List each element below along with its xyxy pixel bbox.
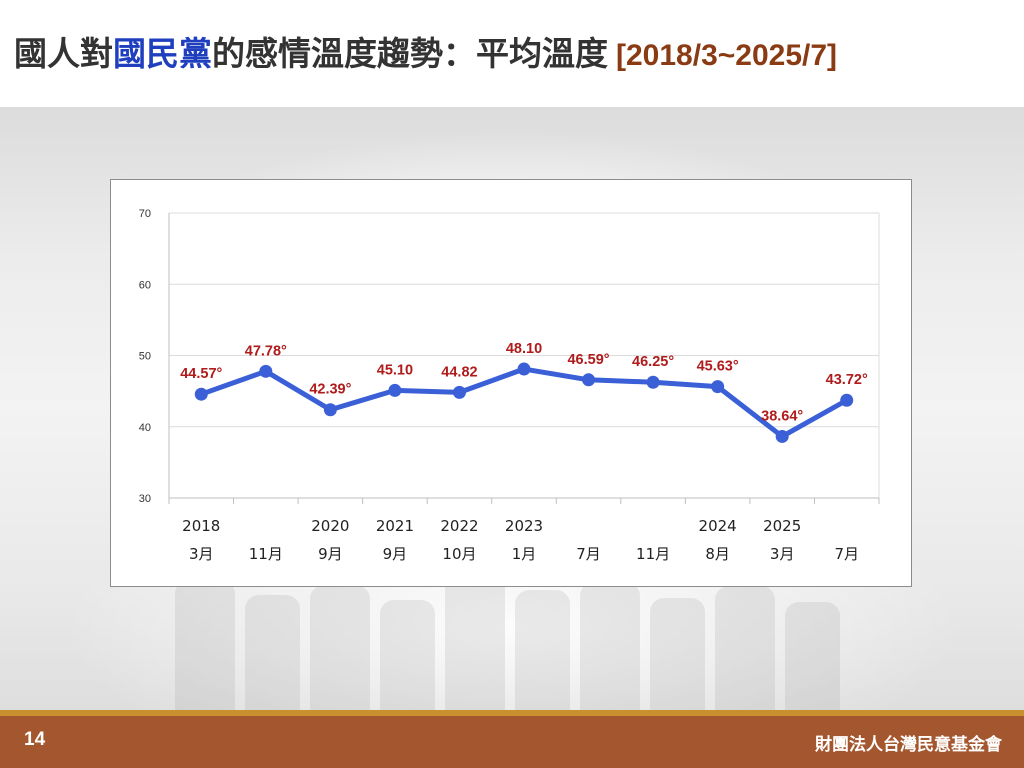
- crowd-silhouette: [445, 575, 505, 710]
- title-party-name: 國民黨: [113, 34, 212, 73]
- data-point: [646, 375, 660, 389]
- y-tick-label: 60: [139, 279, 151, 291]
- footer-accent-line: [0, 710, 1024, 716]
- x-month-label: 9月: [318, 545, 343, 563]
- data-point: [452, 385, 466, 399]
- data-point: [194, 387, 208, 401]
- x-month-label: 11月: [249, 545, 283, 563]
- data-label: 45.63°: [697, 359, 739, 375]
- x-year-label: 2022: [440, 517, 478, 535]
- title-part-3: 的感情溫度趨勢：平均溫度: [212, 34, 608, 73]
- x-axis-labels: 2018 3月 11月 2020 9月 2021 9月 2022 10月 2023 1月 7月 11月 2…: [182, 517, 859, 563]
- crowd-silhouette: [245, 595, 300, 710]
- crowd-silhouette: [380, 600, 435, 710]
- x-month-label: 3月: [189, 545, 214, 563]
- footer-bar: 14 財團法人台灣民意基金會: [0, 716, 1024, 768]
- x-year-label: 2018: [182, 517, 220, 535]
- data-point: [323, 403, 337, 417]
- data-label: 48.10: [506, 341, 542, 357]
- organization-name: 財團法人台灣民意基金會: [815, 735, 1002, 755]
- y-tick-label: 50: [139, 351, 151, 363]
- x-month-label: 8月: [705, 545, 730, 563]
- data-label: 46.25°: [632, 354, 674, 370]
- x-year-label: 2025: [763, 517, 801, 535]
- slide-title: 國人對國民黨的感情溫度趨勢：平均溫度 [2018/3~2025/7]: [14, 28, 837, 80]
- crowd-silhouette: [650, 598, 705, 710]
- x-year-label: 2024: [699, 517, 737, 535]
- data-point: [711, 380, 725, 394]
- data-label: 44.82: [441, 364, 477, 380]
- data-label: 46.59°: [567, 352, 609, 368]
- data-point: [840, 393, 854, 407]
- page-number: 14: [24, 729, 46, 750]
- data-label: 45.10: [377, 362, 413, 378]
- series-points: [194, 362, 854, 443]
- x-month-label: 10月: [442, 545, 476, 563]
- crowd-silhouette: [515, 590, 570, 710]
- y-tick-label: 70: [139, 208, 151, 220]
- crowd-silhouette: [715, 586, 775, 710]
- title-part-1: 國人對: [14, 34, 113, 73]
- data-label: 38.64°: [761, 408, 803, 424]
- header: 國人對國民黨的感情溫度趨勢：平均溫度 [2018/3~2025/7]: [0, 0, 1024, 107]
- crowd-silhouette: [175, 580, 235, 710]
- x-month-label: 11月: [636, 545, 670, 563]
- crowd-silhouette: [310, 585, 370, 710]
- title-date-range: [2018/3~2025/7]: [616, 39, 838, 72]
- crowd-silhouette: [785, 602, 840, 710]
- chart-axes: [168, 213, 880, 504]
- x-month-label: 9月: [383, 545, 408, 563]
- y-tick-label: 30: [139, 493, 151, 505]
- x-year-label: 2020: [311, 517, 349, 535]
- x-year-label: 2021: [376, 517, 414, 535]
- data-point: [775, 429, 789, 443]
- data-point: [582, 373, 596, 387]
- chart-grid: [169, 212, 880, 498]
- x-year-label: 2023: [505, 517, 543, 535]
- y-tick-label: 40: [139, 422, 151, 434]
- crowd-silhouette: [580, 582, 640, 710]
- data-point: [517, 362, 531, 376]
- y-axis-ticks: 30 40 50 60 70: [139, 208, 151, 505]
- x-month-label: 7月: [576, 545, 601, 563]
- data-label: 44.57°: [180, 366, 222, 382]
- data-label: 47.78°: [245, 343, 287, 359]
- data-label: 43.72°: [826, 372, 868, 388]
- x-month-label: 7月: [834, 545, 859, 563]
- data-labels: 44.57° 47.78° 42.39° 45.10 44.82 48.10 46.59° 4…: [180, 341, 868, 424]
- chart-container: 30 40 50 60 70 2018 3月 11月 2020 9月 2021 9月 2022 10月 2…: [110, 179, 912, 587]
- data-point: [388, 383, 402, 397]
- x-month-label: 1月: [512, 545, 537, 563]
- x-month-label: 3月: [770, 545, 795, 563]
- data-label: 42.39°: [309, 382, 351, 398]
- data-point: [259, 364, 273, 378]
